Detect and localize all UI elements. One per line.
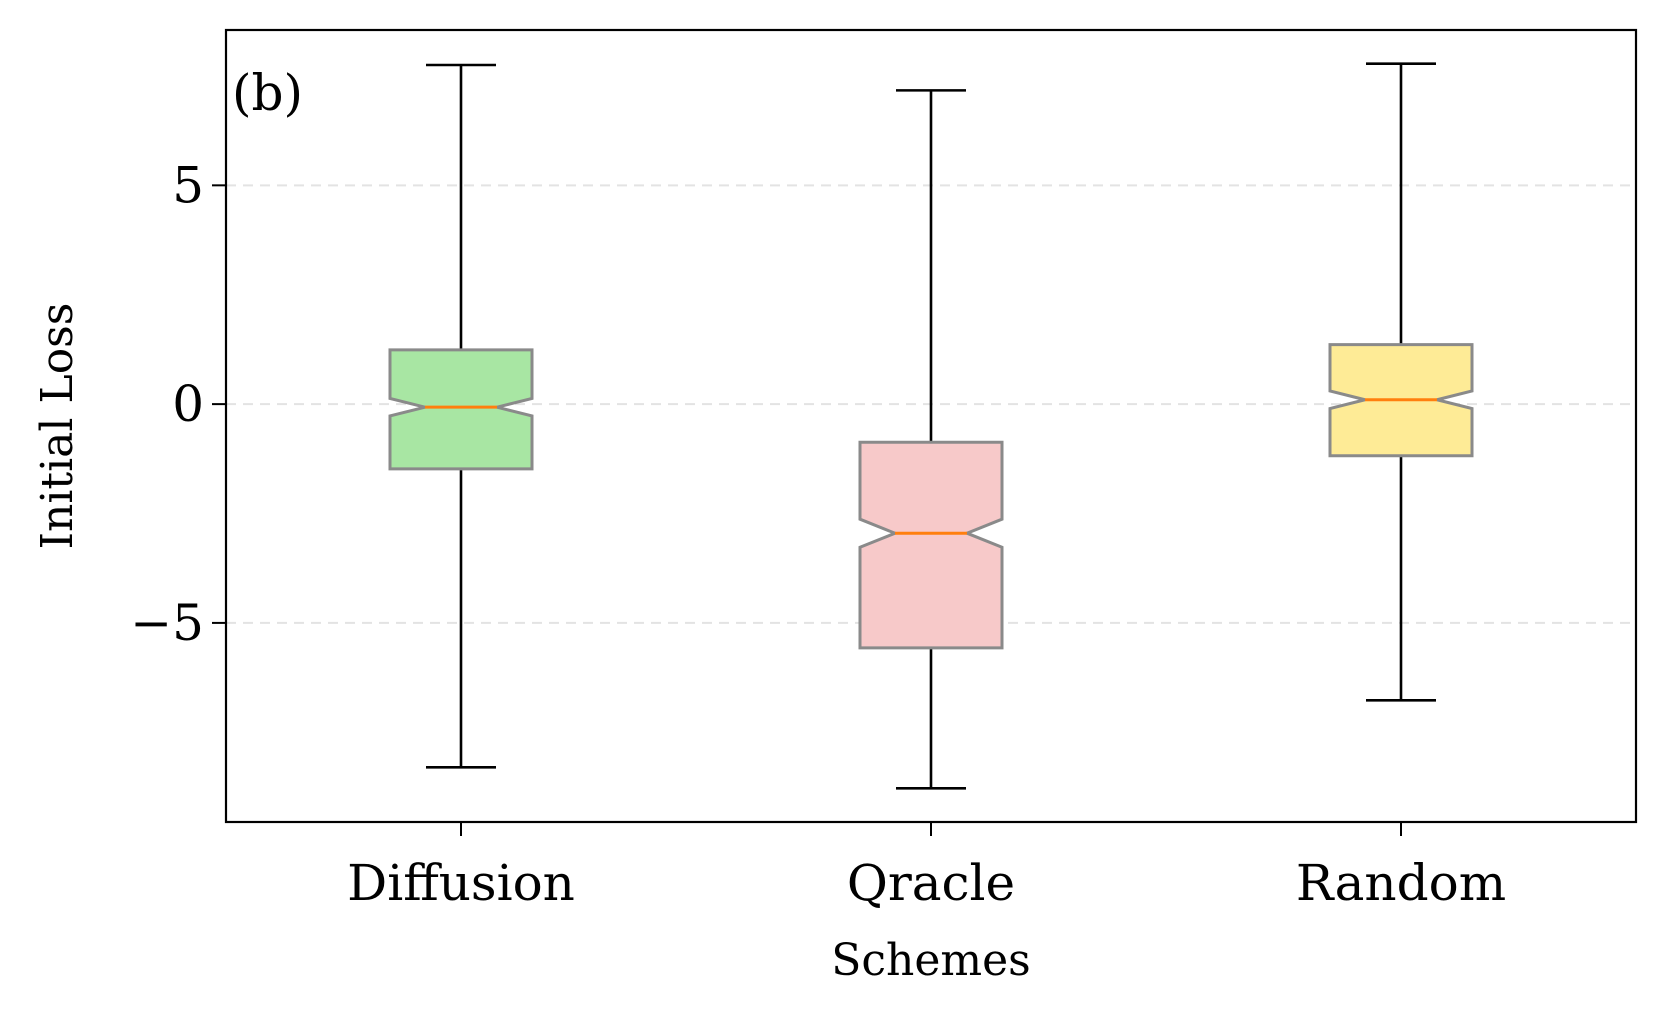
box-qracle (858, 440, 1004, 650)
y-tick-label: 5 (172, 156, 204, 214)
y-tick-label: 0 (172, 375, 204, 433)
x-axis-label: Schemes (831, 935, 1031, 986)
panel-label: (b) (232, 64, 303, 122)
x-tick-label: Random (1296, 854, 1506, 912)
box-layer (388, 62, 1474, 790)
box-diffusion (388, 348, 534, 471)
y-axis-label: Initial Loss (32, 303, 83, 550)
x-tick-label: Diffusion (347, 854, 575, 912)
x-tick-label: Qracle (847, 854, 1015, 912)
tick-layer: 5 0 −5 Diffusion Qracle Random (130, 156, 1506, 912)
y-tick-label: −5 (130, 594, 204, 652)
